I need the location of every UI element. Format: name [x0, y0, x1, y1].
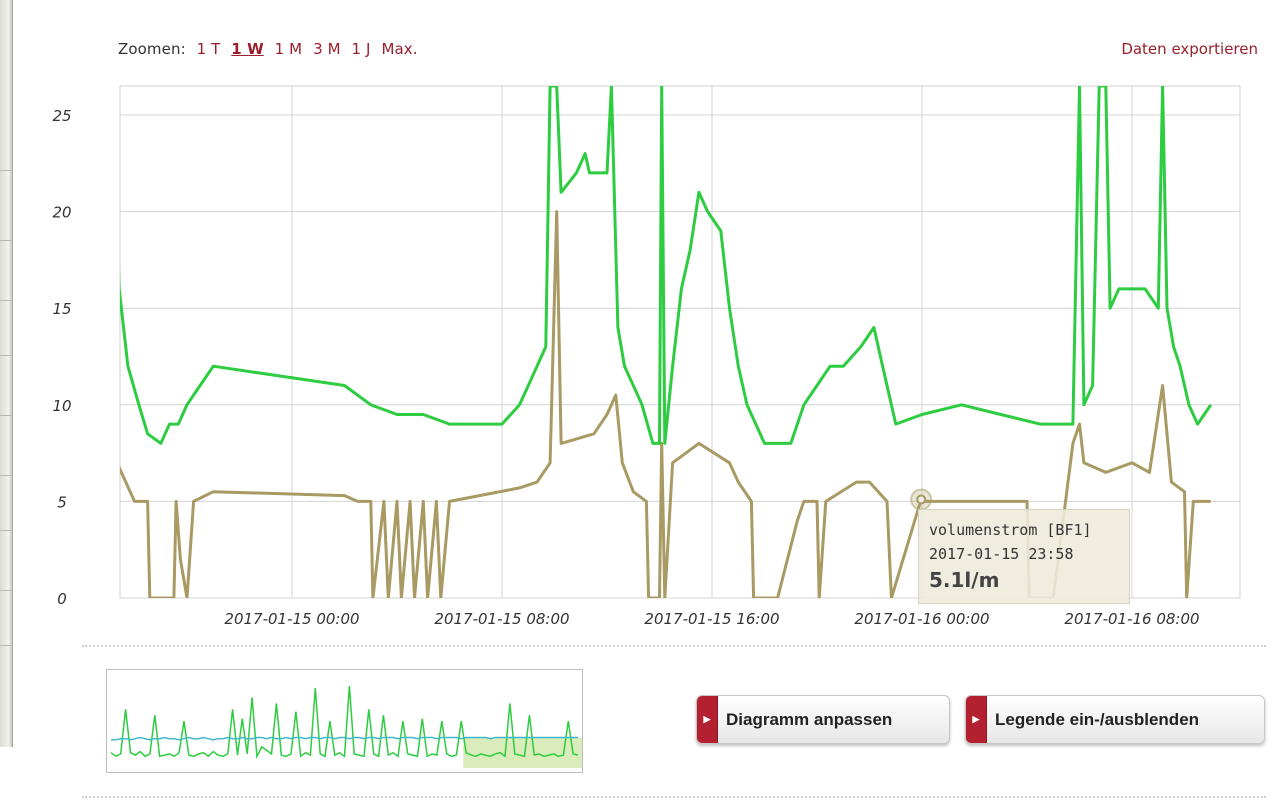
zoom-toolbar: Zoomen: 1 T 1 W 1 M 3 M 1 J Max. — [118, 40, 418, 58]
series-line-volumenstrom — [120, 210, 1211, 598]
tooltip-value: 5.1l/m — [929, 568, 1000, 592]
x-tick-label: 2017-01-15 16:00 — [644, 610, 779, 628]
y-axis: 0 5 10 15 20 25 — [52, 107, 71, 608]
zoom-option-3m[interactable]: 3 M — [313, 40, 341, 58]
panel-divider — [0, 645, 12, 646]
zoom-option-1m[interactable]: 1 M — [274, 40, 303, 58]
customize-chart-button[interactable]: ▶ Diagramm anpassen — [696, 695, 950, 744]
toggle-legend-label: Legende ein-/ausblenden — [995, 709, 1200, 729]
navigator-selection[interactable] — [463, 738, 582, 768]
main-chart[interactable]: 0 5 10 15 20 25 2017-01-15 00:00 2017-01-15 08… — [0, 0, 1280, 640]
navigator-series-line — [111, 736, 578, 741]
hover-marker — [916, 494, 927, 505]
y-tick-label: 5 — [57, 493, 67, 511]
panel-divider — [0, 170, 12, 171]
series-line-green — [120, 86, 1213, 445]
panel-divider — [0, 590, 12, 591]
y-tick-label: 10 — [52, 397, 71, 415]
panel-divider — [0, 300, 12, 301]
x-tick-label: 2017-01-16 08:00 — [1064, 610, 1199, 628]
series-layer — [120, 86, 1213, 598]
separator — [82, 645, 1266, 647]
left-panel-edge — [0, 0, 13, 747]
zoom-label: Zoomen: — [118, 40, 186, 58]
tooltip-series-name: volumenstrom [BF1] — [929, 521, 1092, 539]
play-icon: ▶ — [966, 696, 987, 743]
play-icon: ▶ — [697, 696, 718, 743]
panel-divider — [0, 415, 12, 416]
y-tick-label: 20 — [52, 204, 71, 222]
toggle-legend-button[interactable]: ▶ Legende ein-/ausblenden — [965, 695, 1265, 744]
y-tick-label: 25 — [52, 107, 71, 125]
zoom-option-max[interactable]: Max. — [381, 40, 418, 58]
hover-layer — [910, 488, 933, 511]
overview-navigator[interactable] — [106, 669, 583, 773]
panel-divider — [0, 530, 12, 531]
separator — [82, 796, 1266, 798]
panel-divider — [0, 355, 12, 356]
navigator-chart[interactable] — [107, 670, 582, 772]
zoom-option-1w[interactable]: 1 W — [231, 40, 264, 58]
zoom-option-1t[interactable]: 1 T — [196, 40, 221, 58]
tooltip-timestamp: 2017-01-15 23:58 — [929, 545, 1074, 563]
x-tick-label: 2017-01-15 00:00 — [224, 610, 359, 628]
y-tick-label: 15 — [52, 300, 71, 318]
x-tick-label: 2017-01-15 08:00 — [434, 610, 569, 628]
chart-tooltip: volumenstrom [BF1] 2017-01-15 23:58 5.1l… — [918, 509, 1130, 604]
x-axis: 2017-01-15 00:00 2017-01-15 08:00 2017-01-… — [224, 610, 1199, 628]
customize-chart-label: Diagramm anpassen — [726, 709, 893, 729]
y-tick-label: 0 — [57, 590, 67, 608]
zoom-option-1j[interactable]: 1 J — [351, 40, 371, 58]
panel-divider — [0, 240, 12, 241]
x-tick-label: 2017-01-16 00:00 — [854, 610, 989, 628]
export-data-link[interactable]: Daten exportieren — [1121, 40, 1258, 58]
navigator-series-line — [110, 685, 579, 759]
panel-divider — [0, 475, 12, 476]
